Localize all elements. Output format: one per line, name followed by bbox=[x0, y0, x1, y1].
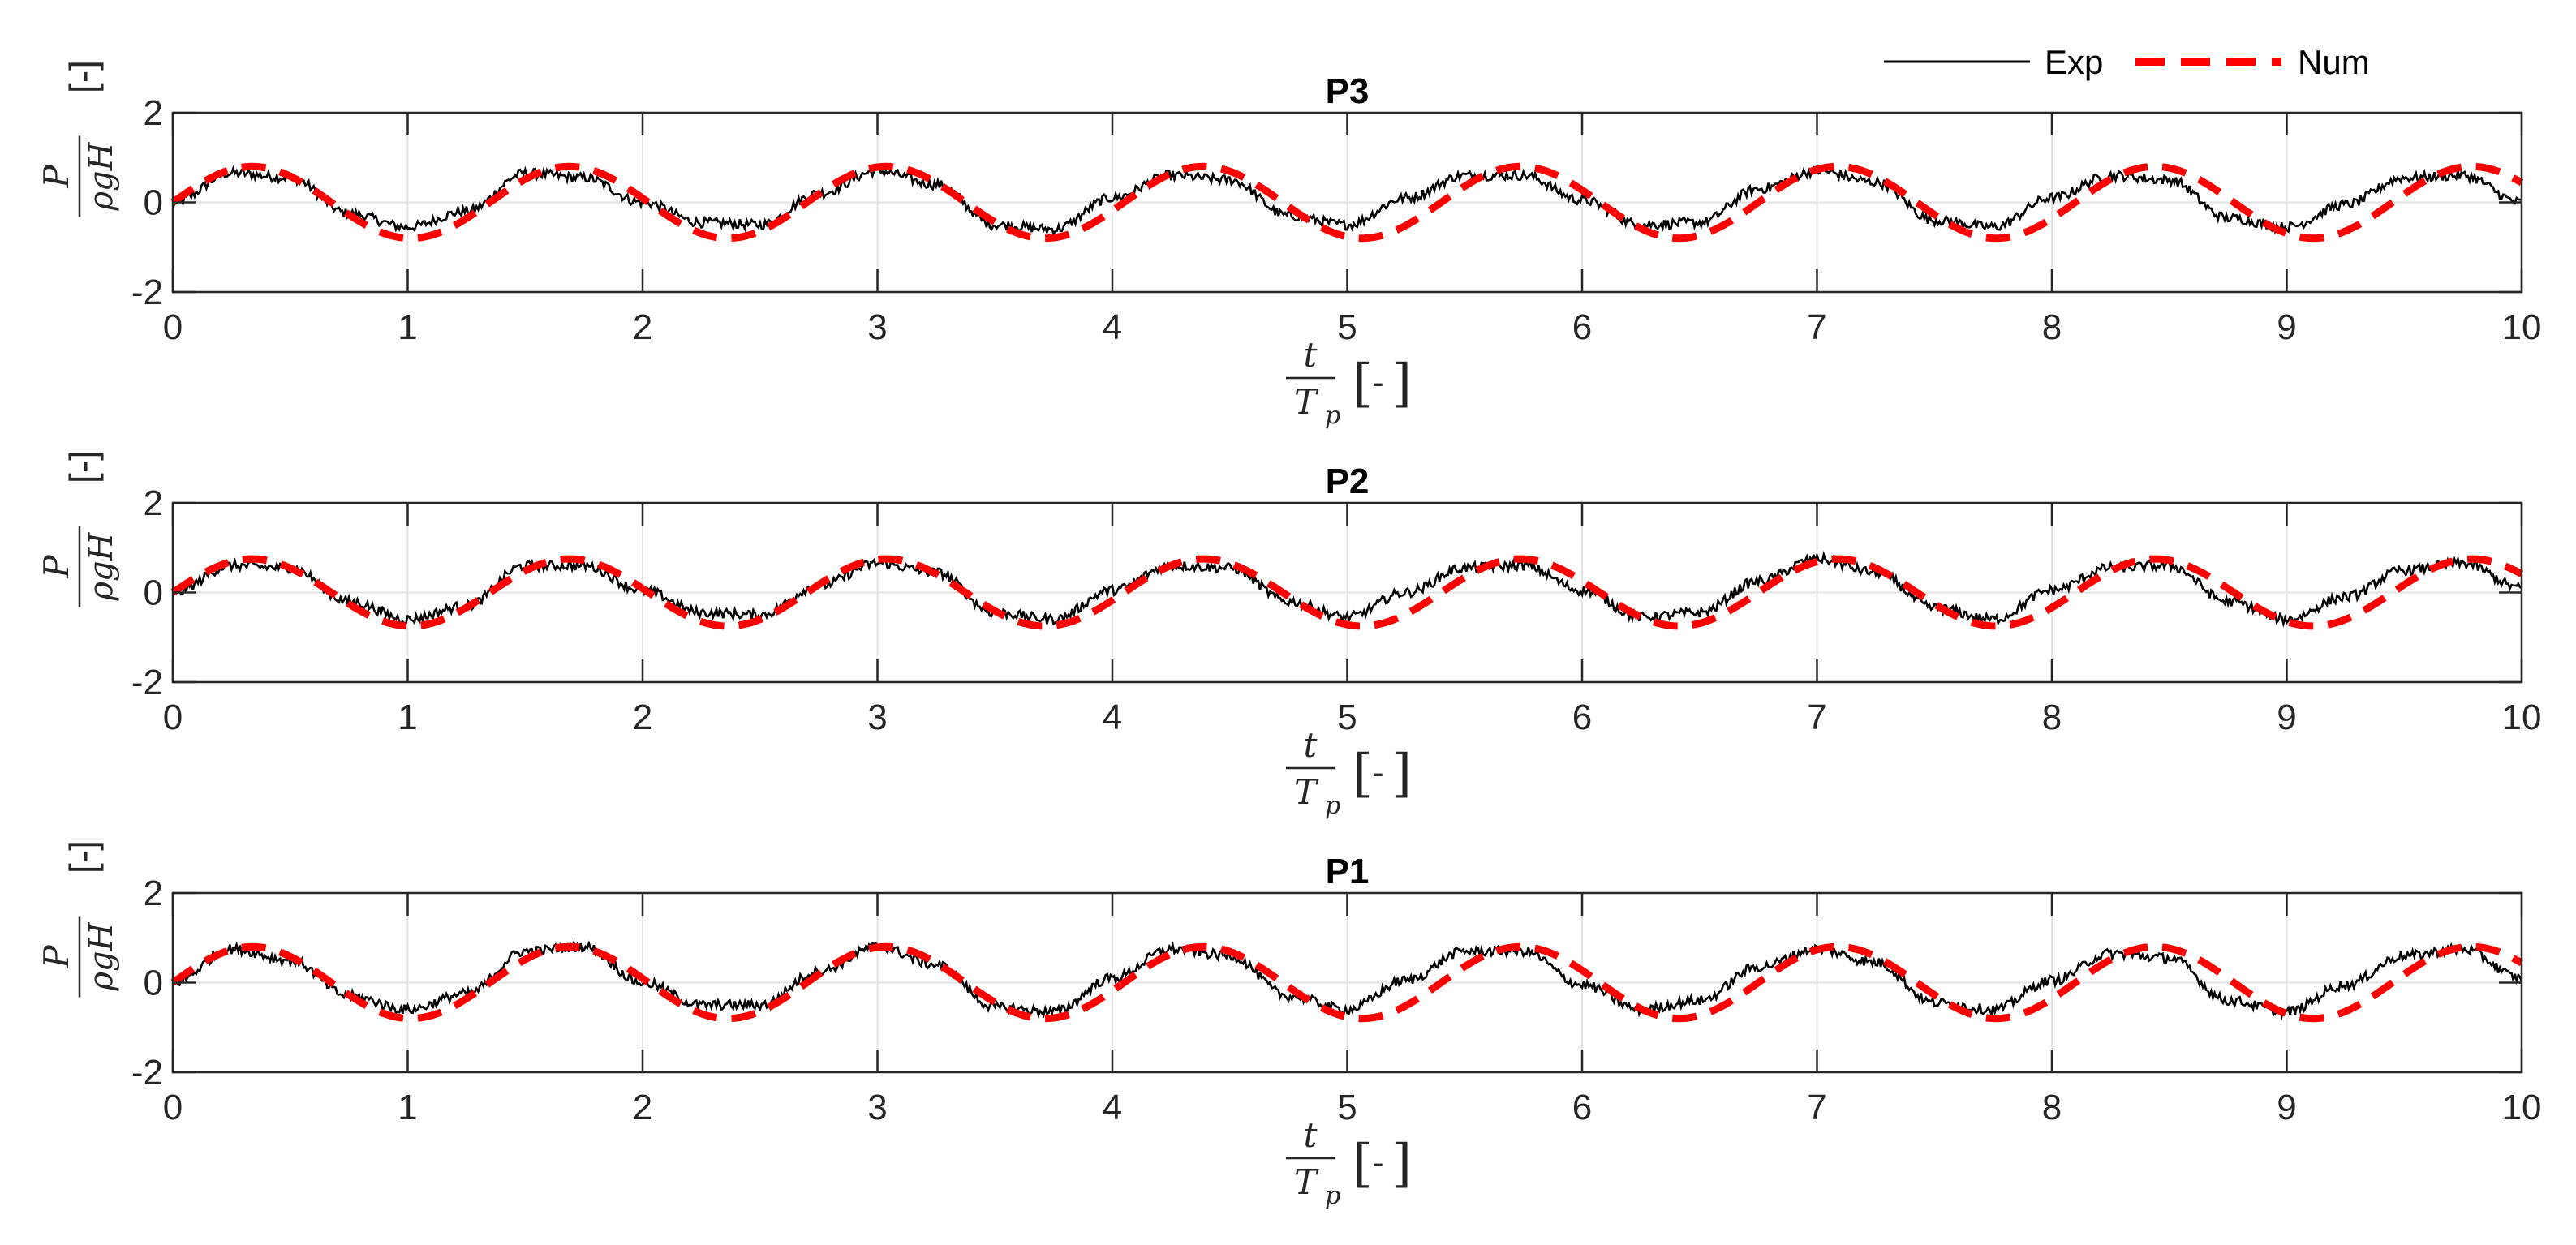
y-label-denominator: ρgH bbox=[83, 531, 120, 601]
x-tick-label: 4 bbox=[1103, 1088, 1122, 1127]
x-label-subscript: p bbox=[1325, 792, 1340, 820]
chart-title: P2 bbox=[1326, 462, 1370, 501]
x-label-bracket-left: [ bbox=[1353, 744, 1373, 804]
y-label-denominator: ρgH bbox=[83, 141, 120, 211]
x-label-bracket-right: ] bbox=[1391, 744, 1412, 804]
x-tick-label: 9 bbox=[2277, 307, 2296, 347]
x-axis-label: tT p [-] bbox=[1286, 725, 1412, 820]
x-axis-label: tT p [-] bbox=[1286, 1115, 1412, 1210]
x-tick-label: 7 bbox=[1807, 1088, 1826, 1127]
y-label-numerator: P bbox=[37, 165, 76, 189]
x-tick-label: 10 bbox=[2502, 1088, 2542, 1127]
y-label-unit: [-] bbox=[62, 840, 104, 874]
x-axis-label: tT p [-] bbox=[1286, 335, 1412, 430]
x-tick-label: 4 bbox=[1103, 698, 1122, 737]
legend: Exp Num bbox=[1884, 43, 2370, 81]
x-tick-label: 3 bbox=[867, 698, 887, 737]
series-exp-line bbox=[171, 550, 2522, 629]
x-tick-label: 7 bbox=[1807, 307, 1826, 347]
chart-title: P1 bbox=[1326, 852, 1370, 891]
series-num-line bbox=[170, 942, 2524, 1023]
x-tick-label: 10 bbox=[2502, 698, 2542, 737]
x-label-denominator: T bbox=[1294, 1162, 1319, 1202]
x-tick-label: 0 bbox=[163, 1088, 183, 1127]
x-label-unit: - bbox=[1372, 363, 1384, 402]
x-label-denominator: T bbox=[1294, 382, 1319, 422]
y-tick-label: 0 bbox=[144, 573, 163, 613]
x-label-numerator: t bbox=[1304, 335, 1318, 375]
x-label-unit: - bbox=[1372, 1143, 1384, 1183]
x-tick-label: 4 bbox=[1103, 307, 1122, 347]
x-tick-label: 0 bbox=[163, 307, 183, 347]
x-label-numerator: t bbox=[1304, 725, 1318, 765]
x-tick-label: 5 bbox=[1337, 698, 1357, 737]
y-tick-label: 0 bbox=[144, 964, 163, 1003]
y-tick-label: 2 bbox=[144, 93, 163, 133]
x-tick-label: 8 bbox=[2042, 698, 2062, 737]
y-tick-label: 2 bbox=[144, 483, 163, 523]
x-label-subscript: p bbox=[1325, 1182, 1340, 1210]
y-tick-label: -2 bbox=[131, 273, 163, 312]
x-tick-label: 6 bbox=[1572, 1088, 1592, 1127]
y-tick-label: 0 bbox=[144, 183, 163, 223]
y-label-denominator: ρgH bbox=[83, 921, 120, 991]
x-tick-label: 8 bbox=[2042, 1088, 2062, 1127]
x-label-bracket-right: ] bbox=[1391, 354, 1412, 414]
x-tick-label: 10 bbox=[2502, 307, 2542, 347]
chart-title: P3 bbox=[1326, 71, 1370, 111]
x-tick-label: 3 bbox=[867, 307, 887, 347]
legend-exp-label: Exp bbox=[2045, 43, 2103, 81]
x-tick-label: 3 bbox=[867, 1088, 887, 1127]
y-label-unit: [-] bbox=[62, 60, 104, 93]
x-tick-label: 6 bbox=[1572, 307, 1592, 347]
x-tick-label: 8 bbox=[2042, 307, 2062, 347]
x-tick-label: 9 bbox=[2277, 1088, 2296, 1127]
x-label-denominator: T bbox=[1294, 772, 1319, 812]
x-tick-label: 6 bbox=[1572, 698, 1592, 737]
series-num-line bbox=[170, 555, 2524, 630]
x-tick-label: 1 bbox=[398, 1088, 417, 1127]
series-num-line bbox=[170, 162, 2524, 243]
y-label-numerator: P bbox=[37, 555, 76, 579]
x-tick-label: 0 bbox=[163, 698, 183, 737]
x-label-subscript: p bbox=[1325, 401, 1340, 430]
y-tick-label: 2 bbox=[144, 874, 163, 913]
x-label-bracket-right: ] bbox=[1391, 1134, 1412, 1194]
y-label-numerator: P bbox=[37, 945, 76, 969]
x-tick-label: 5 bbox=[1337, 307, 1357, 347]
x-tick-label: 1 bbox=[398, 307, 417, 347]
x-tick-label: 9 bbox=[2277, 698, 2296, 737]
legend-num-label: Num bbox=[2298, 43, 2370, 81]
x-label-bracket-left: [ bbox=[1353, 1134, 1373, 1194]
x-tick-label: 2 bbox=[633, 307, 652, 347]
y-tick-label: -2 bbox=[131, 663, 163, 702]
x-tick-label: 5 bbox=[1337, 1088, 1357, 1127]
x-label-bracket-left: [ bbox=[1353, 354, 1373, 414]
y-tick-label: -2 bbox=[131, 1053, 163, 1093]
x-tick-label: 2 bbox=[633, 1088, 652, 1127]
y-label-unit: [-] bbox=[62, 450, 104, 483]
x-tick-label: 1 bbox=[398, 698, 417, 737]
x-label-unit: - bbox=[1372, 753, 1384, 792]
x-tick-label: 2 bbox=[633, 698, 652, 737]
x-tick-label: 7 bbox=[1807, 698, 1826, 737]
x-label-numerator: t bbox=[1304, 1115, 1318, 1155]
